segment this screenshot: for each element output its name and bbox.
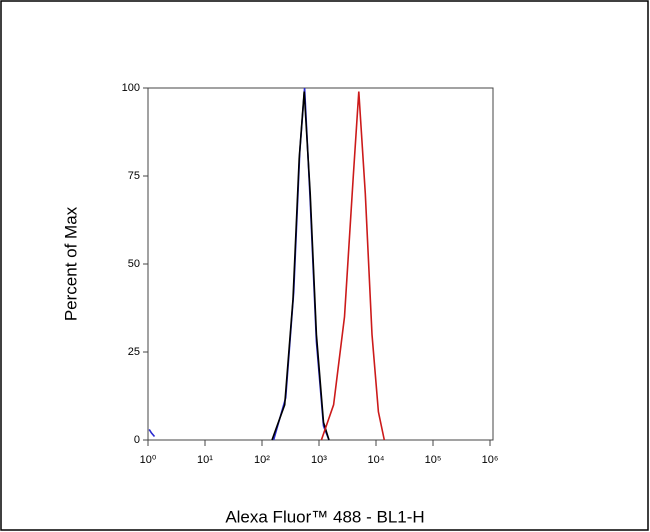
y-tick-label: 75 (128, 170, 140, 182)
x-tick-label: 10⁴ (368, 454, 385, 466)
x-tick-label: 10¹ (197, 454, 213, 466)
y-tick-label: 25 (128, 346, 140, 358)
x-axis-label: Alexa Fluor™ 488 - BL1-H (225, 507, 424, 526)
y-tick-label: 0 (134, 434, 140, 446)
series-line (148, 87, 330, 441)
x-tick-label: 10⁰ (140, 454, 157, 466)
x-tick-label: 10⁵ (425, 454, 442, 466)
series-line (271, 91, 330, 441)
y-tick-label: 100 (122, 82, 140, 94)
y-tick-label: 50 (128, 258, 140, 270)
x-tick-label: 10⁶ (482, 454, 499, 466)
x-tick-label: 10² (254, 454, 270, 466)
series-line (320, 91, 386, 441)
x-tick-label: 10³ (311, 454, 327, 466)
y-axis-label: Percent of Max (61, 206, 80, 321)
